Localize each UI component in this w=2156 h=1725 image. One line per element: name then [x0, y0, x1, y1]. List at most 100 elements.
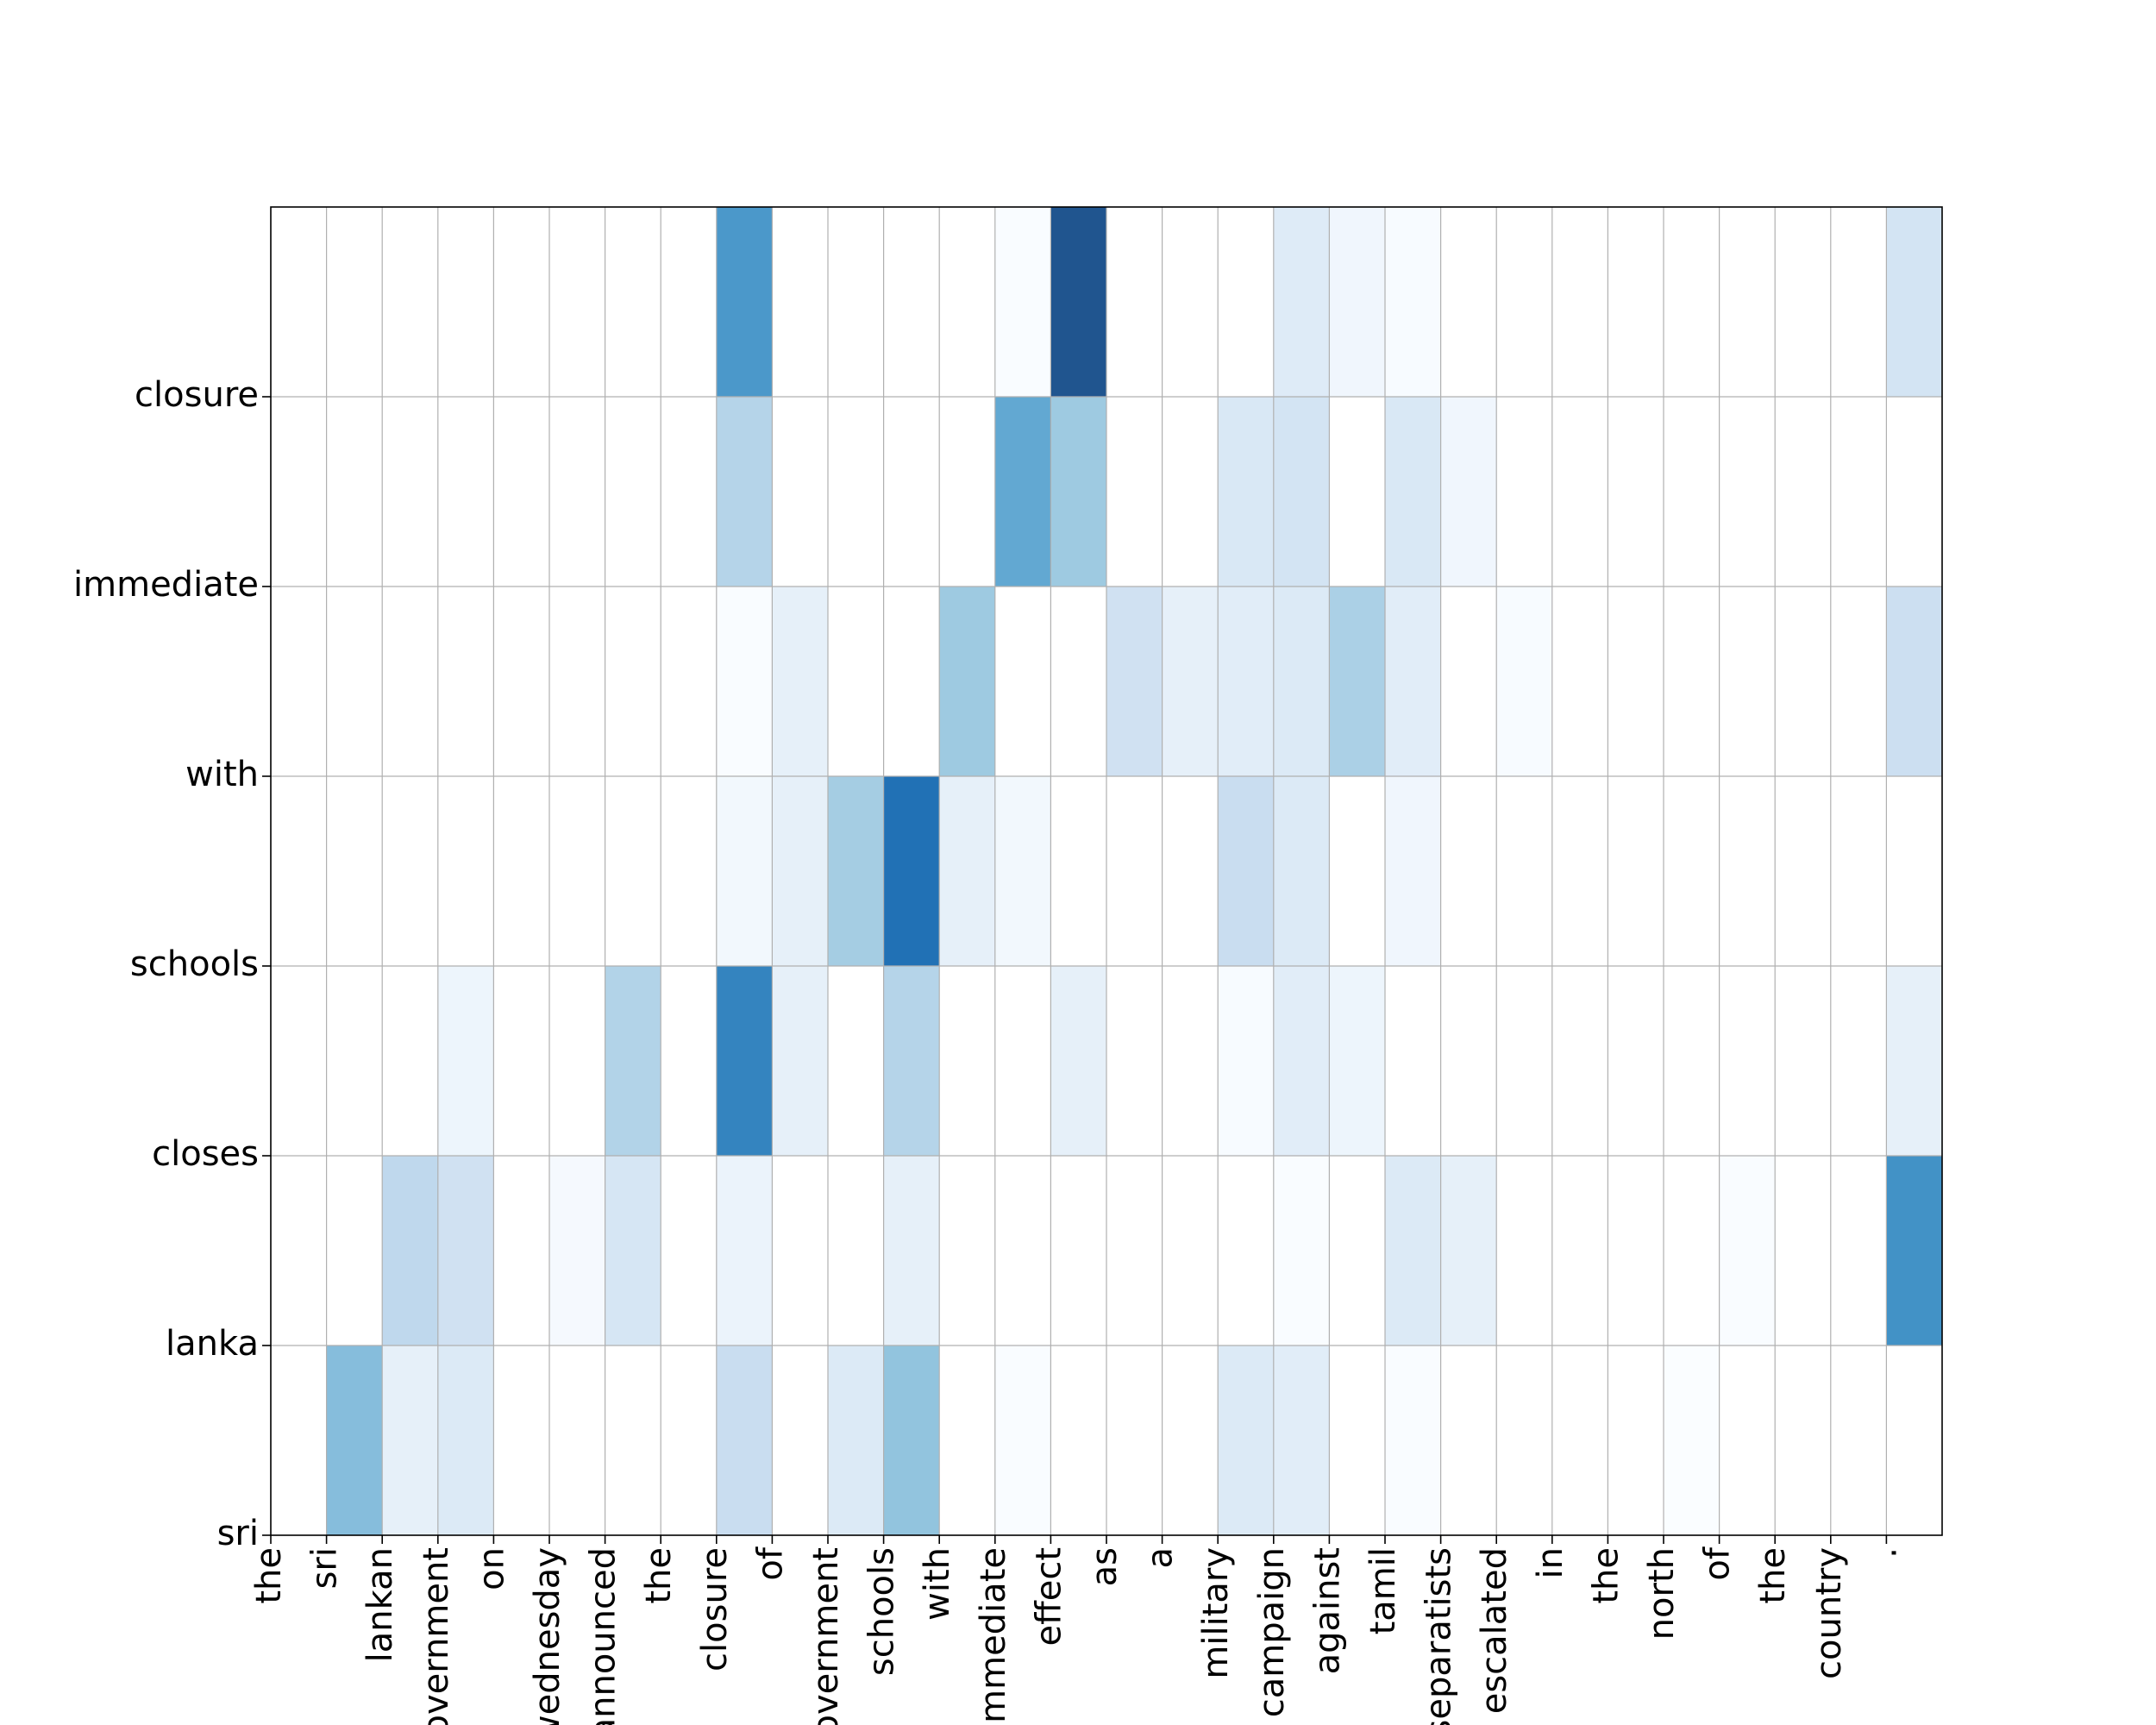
heatmap-cell — [549, 776, 606, 967]
heatmap-cell — [772, 776, 829, 967]
heatmap-cell — [605, 966, 661, 1157]
heatmap-cell — [1106, 776, 1163, 967]
heatmap-cell — [326, 397, 383, 587]
heatmap-cell — [716, 966, 773, 1157]
heatmap-cell — [994, 207, 1051, 398]
heatmap-cell — [716, 397, 773, 587]
heatmap-cell — [939, 207, 996, 398]
heatmap-cell — [382, 776, 439, 967]
heatmap-cell — [437, 776, 494, 967]
heatmap-cell — [271, 1156, 328, 1346]
x-tick-label: country — [1809, 1547, 1849, 1679]
heatmap-cell — [1050, 207, 1107, 398]
heatmap-cell — [605, 397, 661, 587]
heatmap-cell — [437, 1156, 494, 1346]
heatmap-cell — [1664, 966, 1720, 1157]
heatmap-cell — [994, 397, 1051, 587]
heatmap-cell — [271, 207, 328, 398]
heatmap-cell — [1830, 966, 1887, 1157]
x-tick-label: announced — [584, 1547, 624, 1725]
x-tick-label: schools — [862, 1547, 902, 1676]
heatmap-cell — [1385, 207, 1442, 398]
heatmap-cell — [1273, 1346, 1330, 1536]
heatmap-cell — [1496, 776, 1553, 967]
heatmap-cell — [1496, 966, 1553, 1157]
heatmap-cell — [1775, 397, 1832, 587]
heatmap-cell — [716, 776, 773, 967]
heatmap-cell — [883, 207, 940, 398]
heatmap-cell — [1830, 1346, 1887, 1536]
heatmap-cell — [1329, 207, 1386, 398]
heatmap-cell — [1329, 1346, 1386, 1536]
x-tick-label: the — [1753, 1547, 1793, 1604]
x-tick-label: closure — [695, 1547, 735, 1672]
heatmap-cell — [271, 397, 328, 587]
heatmap-cell — [1162, 776, 1219, 967]
x-tick-label: wednesday — [528, 1547, 567, 1725]
heatmap-cell — [1551, 397, 1608, 587]
heatmap-cell — [828, 966, 885, 1157]
heatmap-cell — [605, 776, 661, 967]
heatmap-cell — [605, 586, 661, 777]
heatmap-cell — [883, 586, 940, 777]
heatmap-cell — [1218, 586, 1275, 777]
heatmap-cell — [1385, 1346, 1442, 1536]
heatmap-cell — [1608, 966, 1664, 1157]
heatmap-cell — [1886, 776, 1943, 967]
heatmap-cell — [493, 207, 550, 398]
heatmap-cell — [828, 207, 885, 398]
heatmap-cell — [1886, 586, 1943, 777]
heatmap-cell — [1440, 776, 1497, 967]
heatmap-cell — [1551, 776, 1608, 967]
heatmap-cell — [1608, 586, 1664, 777]
heatmap-cell — [1385, 776, 1442, 967]
heatmap-cell — [1886, 966, 1943, 1157]
heatmap-cell — [1551, 1156, 1608, 1346]
heatmap-cell — [1719, 397, 1776, 587]
heatmap-cell — [1496, 207, 1553, 398]
heatmap-cell — [1106, 1156, 1163, 1346]
heatmap-cell — [1886, 207, 1943, 398]
heatmap-cell — [1050, 966, 1107, 1157]
heatmap-cell — [1440, 207, 1497, 398]
x-tick-label: tamil — [1363, 1547, 1403, 1634]
heatmap-cell — [271, 586, 328, 777]
heatmap-cell — [1050, 1346, 1107, 1536]
y-tick-label: immediate — [73, 565, 259, 605]
x-tick-label: separatists — [1420, 1547, 1459, 1725]
x-tick-label: effect — [1029, 1547, 1069, 1646]
grid-lines — [271, 207, 1942, 1535]
heatmap-cell — [493, 776, 550, 967]
y-tick-label: with — [185, 755, 259, 794]
heatmap-cell — [1106, 397, 1163, 587]
heatmap-cell — [1329, 966, 1386, 1157]
heatmap-cell — [437, 397, 494, 587]
heatmap-cell — [382, 1156, 439, 1346]
heatmap-cell — [326, 1346, 383, 1536]
heatmap-cell — [1664, 207, 1720, 398]
heatmap-cell — [1106, 1346, 1163, 1536]
heatmap-cell — [326, 966, 383, 1157]
x-tick-label: against — [1307, 1547, 1347, 1674]
heatmap-cell — [549, 1156, 606, 1346]
heatmap-cell — [1830, 776, 1887, 967]
heatmap-cell — [1608, 1346, 1664, 1536]
heatmap-cell — [661, 397, 718, 587]
heatmap-cell — [772, 966, 829, 1157]
heatmap-cell — [994, 776, 1051, 967]
heatmap-cell — [716, 1156, 773, 1346]
heatmap-cell — [772, 207, 829, 398]
heatmap-cell — [549, 207, 606, 398]
heatmap-cell — [716, 1346, 773, 1536]
heatmap-cell — [493, 586, 550, 777]
heatmap-cell — [1273, 966, 1330, 1157]
heatmap-cell — [1440, 1346, 1497, 1536]
heatmap-cell — [1162, 207, 1219, 398]
heatmap-cell — [828, 776, 885, 967]
heatmap-cell — [1551, 1346, 1608, 1536]
x-tick-label: immediate — [974, 1547, 1013, 1725]
heatmap-cell — [1385, 397, 1442, 587]
heatmap-cell — [605, 1156, 661, 1346]
heatmap-cell — [493, 1346, 550, 1536]
